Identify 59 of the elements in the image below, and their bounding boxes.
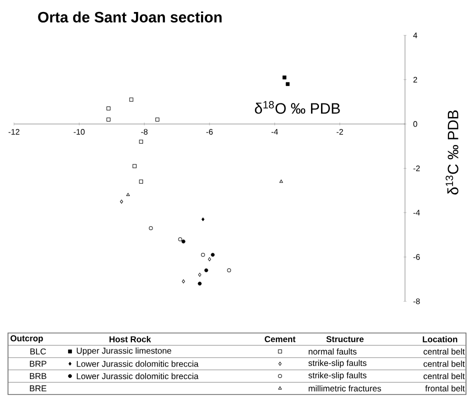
x-axis-title: δ$^{18}$O ‰ PDB — [254, 101, 340, 114]
legend-label: Lower Jurassic dolomitic breccia — [76, 372, 199, 380]
x-tick-label: -10 — [74, 129, 85, 135]
text: Outcrop — [10, 335, 43, 343]
text: normal faults — [308, 348, 357, 355]
point — [182, 279, 185, 284]
y-tick-label: -2 — [413, 166, 420, 172]
text: frontal belt — [425, 385, 465, 392]
point — [106, 106, 110, 110]
x-tick-label: -8 — [141, 129, 148, 135]
point — [178, 237, 182, 242]
text: BRP — [30, 360, 46, 367]
y-axis-title: δ$^{13}$C ‰ PDB — [446, 110, 458, 195]
y-tick-label: -4 — [413, 210, 420, 216]
point — [286, 82, 290, 86]
text: central belt — [424, 360, 465, 367]
point — [198, 272, 202, 277]
x-tick-label: -6 — [206, 129, 213, 135]
point — [120, 200, 124, 204]
text: BRE — [30, 385, 46, 392]
legend-label: Upper Jurassic limestone — [76, 347, 172, 356]
point — [210, 252, 215, 257]
y-tick-label: -6 — [413, 254, 420, 260]
point — [201, 252, 205, 257]
point — [202, 217, 204, 222]
point — [139, 180, 144, 184]
point — [204, 268, 208, 272]
text: BRB — [30, 373, 46, 379]
point — [155, 118, 160, 122]
y-tick-label: -8 — [413, 298, 420, 304]
text: BLC — [30, 348, 46, 354]
text: strike-slip faults — [308, 372, 366, 380]
point — [106, 118, 110, 122]
legend-label: Lower Jurassic dolomitic breccia — [76, 360, 199, 367]
text: millimetric fractures — [308, 385, 382, 392]
y-tick-label: 2 — [413, 76, 418, 82]
x-tick-label: -12 — [8, 129, 20, 135]
text: Structure — [326, 336, 364, 342]
text: central belt — [424, 348, 465, 355]
point — [227, 268, 231, 272]
point — [198, 282, 202, 286]
text: Host Rock — [110, 336, 152, 342]
chart-title: Orta de Sant Joan section — [38, 11, 222, 22]
point — [148, 226, 153, 230]
point — [129, 98, 134, 102]
y-tick-label: 0 — [413, 121, 418, 127]
point — [282, 76, 286, 80]
y-tick-label: 4 — [413, 32, 418, 38]
point — [132, 164, 137, 168]
point — [208, 257, 212, 262]
text: Cement — [264, 336, 296, 342]
text: strike-slip faults — [308, 360, 366, 368]
point — [279, 180, 283, 183]
text: central belt — [424, 372, 465, 380]
text: Location — [422, 336, 458, 342]
point — [182, 240, 186, 244]
x-tick-label: -2 — [336, 129, 343, 135]
point — [139, 140, 144, 144]
x-tick-label: -4 — [271, 129, 278, 135]
